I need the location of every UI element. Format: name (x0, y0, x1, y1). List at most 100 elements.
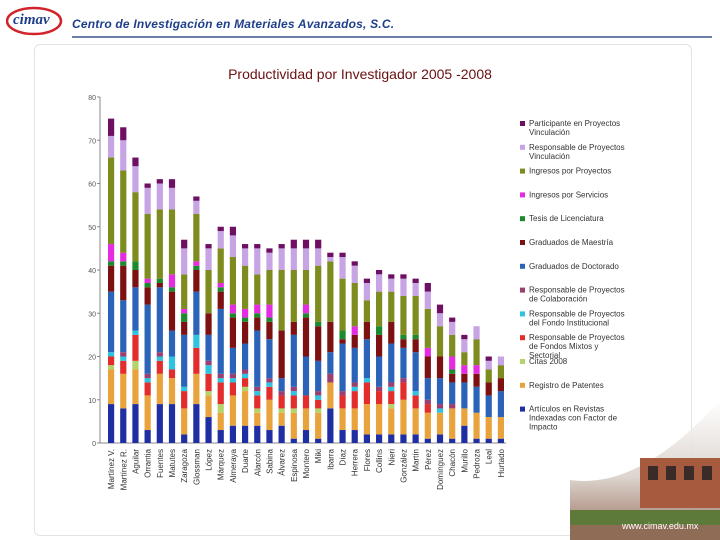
bar-segment (120, 356, 127, 361)
x-tick-label: Duarte (241, 448, 250, 473)
bar-segment (424, 404, 431, 413)
bar-segment (193, 334, 200, 348)
bar-segment (436, 326, 444, 357)
legend-swatch (520, 240, 525, 245)
bar-segment (205, 395, 212, 418)
bar-segment (375, 391, 383, 405)
bar-segment (181, 248, 188, 275)
x-tick-label: Glossman (192, 449, 201, 485)
bar-segment (315, 412, 322, 439)
bar-segment (302, 430, 310, 443)
bar-segment (278, 330, 285, 379)
bar-segment (205, 248, 212, 270)
bar-segment (424, 438, 431, 443)
bar-segment (193, 213, 200, 262)
bar-segment (144, 378, 151, 383)
bar-segment (388, 274, 395, 279)
bar-segment (266, 386, 273, 400)
bar-segment (132, 270, 139, 288)
bar-segment (217, 404, 224, 413)
slide-frame (34, 44, 692, 536)
bar-segment (400, 278, 407, 296)
bar-segment (168, 287, 176, 292)
bar-segment (424, 399, 431, 405)
bar-segment (400, 274, 407, 279)
bar-segment (315, 326, 322, 361)
bar-segment (168, 404, 176, 443)
bar-segment (205, 360, 212, 366)
bar-segment (449, 438, 456, 443)
bar-segment (278, 408, 285, 413)
bar-segment (327, 352, 334, 374)
bar-segment (497, 378, 505, 392)
bar-segment (132, 404, 139, 443)
bar-segment (363, 339, 371, 379)
bar-segment (254, 408, 261, 413)
y-tick-label: 80 (88, 95, 96, 102)
legend-label: Graduados de Doctorado (529, 262, 619, 271)
bar-segment (461, 382, 468, 409)
bar-segment (229, 235, 237, 258)
bar-segment (120, 373, 127, 409)
bar-segment (351, 326, 358, 335)
bar-segment (351, 334, 358, 348)
bar-segment (193, 404, 200, 443)
bar-segment (375, 326, 383, 335)
bar-segment (363, 382, 371, 405)
bar-segment (302, 239, 310, 249)
bar-segment (229, 226, 237, 236)
bar-segment (461, 373, 468, 383)
bar-segment (327, 408, 334, 443)
bar-segment (205, 270, 212, 314)
bar-segment (156, 209, 163, 279)
bar-segment (107, 157, 115, 245)
bar-segment (193, 200, 200, 214)
x-tick-label: Pedroza (473, 448, 482, 478)
bar-segment (412, 408, 419, 435)
bar-segment (144, 187, 151, 214)
bar-segment (229, 313, 237, 318)
bar-segment (144, 287, 151, 305)
bar-segment (241, 386, 249, 392)
bar-segment (473, 326, 480, 340)
x-tick-label: Collins (375, 449, 384, 473)
bar-segment (181, 239, 188, 249)
bar-segment (193, 196, 200, 201)
bar-segment (400, 382, 407, 400)
bar-segment (412, 434, 419, 443)
bar-segment (400, 347, 407, 379)
bar-segment (241, 244, 249, 249)
bar-segment (449, 334, 456, 357)
bar-segment (388, 278, 395, 292)
bar-segment (424, 378, 431, 400)
bar-segment (302, 304, 310, 314)
bar-segment (290, 270, 297, 322)
bar-segment (120, 352, 127, 357)
legend-label: Registro de Patentes (529, 381, 604, 390)
bar-segment (229, 304, 237, 314)
bar-segment (497, 438, 505, 443)
chart-title: Productividad por Investigador 2005 -200… (228, 66, 492, 82)
bar-segment (388, 321, 395, 344)
bar-segment (412, 295, 419, 335)
y-tick-label: 30 (88, 311, 96, 318)
bar-segment (193, 265, 200, 270)
bar-segment (132, 287, 139, 331)
x-tick-label: Díaz (339, 449, 348, 465)
x-tick-label: Martínez V. (107, 449, 116, 489)
bar-segment (412, 395, 419, 409)
x-tick-label: Sabina (265, 448, 274, 473)
bar-segment (339, 395, 346, 409)
bar-segment (217, 248, 224, 283)
bar-segment (156, 360, 163, 374)
bar-segment (400, 339, 407, 348)
bar-segment (375, 356, 383, 387)
bar-segment (168, 291, 176, 331)
bar-segment (497, 417, 505, 439)
bar-segment (144, 373, 151, 379)
bar-segment (388, 404, 395, 409)
bar-segment (156, 373, 163, 405)
bar-segment (339, 339, 346, 344)
bar-segment (315, 239, 322, 249)
bar-segment (205, 391, 212, 396)
